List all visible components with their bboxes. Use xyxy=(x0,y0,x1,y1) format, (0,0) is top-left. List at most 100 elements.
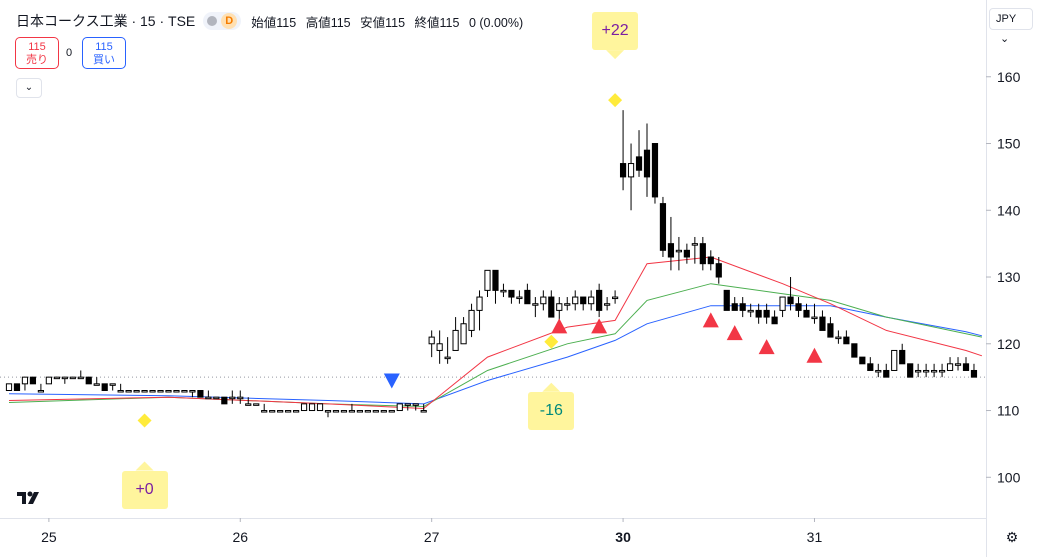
open-value: 始値115 xyxy=(251,15,297,30)
candle xyxy=(205,396,212,400)
candle xyxy=(109,383,116,386)
candle xyxy=(372,410,379,413)
candle xyxy=(635,156,643,171)
candle xyxy=(755,309,762,318)
candle xyxy=(970,369,978,378)
market-status-badge[interactable]: D xyxy=(203,12,242,30)
chart-header: 日本コークス工業 · 15 · TSE D 始値115 高値115 安値115 … xyxy=(16,11,529,31)
candle xyxy=(771,316,778,325)
candle xyxy=(643,149,651,178)
low-value: 安値115 xyxy=(360,15,406,30)
tradingview-logo[interactable] xyxy=(17,489,43,510)
candle xyxy=(29,376,37,385)
candle xyxy=(37,390,44,393)
candle xyxy=(293,410,300,413)
candle xyxy=(715,263,722,278)
candle xyxy=(596,289,603,311)
spread-value: 0 xyxy=(66,47,73,59)
candle xyxy=(356,410,363,413)
candle xyxy=(627,163,635,178)
candle xyxy=(923,369,930,373)
candle xyxy=(691,243,698,246)
candle xyxy=(883,369,890,378)
candle xyxy=(45,376,52,385)
status-dot-icon xyxy=(207,16,218,26)
candle xyxy=(907,363,914,378)
y-tick-label: 120 xyxy=(997,336,1021,352)
ma-red-line xyxy=(8,256,983,410)
callout-pointer xyxy=(606,50,625,60)
y-tick-label: 150 xyxy=(997,136,1021,152)
sell-signal-triangle xyxy=(806,347,823,363)
candle xyxy=(300,403,308,412)
sell-price: 115 xyxy=(28,41,46,53)
candle xyxy=(516,296,523,300)
buy-button[interactable]: 115 買い xyxy=(82,37,126,69)
candle xyxy=(723,289,730,311)
y-tick-label: 110 xyxy=(997,403,1020,419)
collapse-legend-button[interactable]: ⌄ xyxy=(16,78,42,98)
candle xyxy=(189,390,196,393)
candle xyxy=(524,289,531,305)
sell-signal-triangle xyxy=(551,318,568,334)
change-value: 0 (0.00%) xyxy=(468,15,524,30)
y-tick-label: 160 xyxy=(997,69,1021,85)
candle xyxy=(452,329,459,351)
candle xyxy=(221,396,228,405)
candle xyxy=(61,376,68,380)
candle xyxy=(548,296,555,318)
candle xyxy=(308,403,316,412)
candle xyxy=(396,403,403,412)
symbol-title[interactable]: 日本コークス工業 · 15 · TSE xyxy=(16,13,196,29)
candle xyxy=(165,390,172,393)
sell-signal-triangle xyxy=(702,312,719,328)
y-tick-label: 130 xyxy=(997,269,1021,285)
callout-pointer xyxy=(542,382,561,392)
candle xyxy=(580,296,587,305)
candle xyxy=(532,303,539,306)
callout-pointer xyxy=(135,461,154,471)
candle xyxy=(125,390,132,393)
candle xyxy=(827,323,834,338)
currency-selector[interactable]: JPY ⌄ xyxy=(989,8,1033,45)
candle xyxy=(588,296,595,305)
pnl-callout: -16 xyxy=(528,391,575,430)
candle xyxy=(237,396,244,400)
signal-diamond xyxy=(608,93,623,108)
chart-settings-icon[interactable]: ⚙ xyxy=(1005,529,1019,545)
candle xyxy=(604,303,611,306)
candle xyxy=(843,336,850,345)
candle xyxy=(117,390,124,393)
candle xyxy=(556,303,563,311)
candle xyxy=(364,410,371,413)
signal-diamond xyxy=(544,334,559,349)
candle xyxy=(819,316,826,331)
sell-signal-triangle xyxy=(591,318,608,334)
candle xyxy=(388,410,395,413)
candle xyxy=(891,349,898,371)
candle xyxy=(428,336,435,345)
sell-button[interactable]: 115 売り xyxy=(15,37,59,69)
candle xyxy=(21,376,29,385)
candle xyxy=(444,356,451,360)
candle xyxy=(261,410,268,413)
buy-signal-triangle xyxy=(383,373,400,389)
pnl-callout: +22 xyxy=(592,12,639,51)
candle xyxy=(500,289,507,293)
candle xyxy=(468,309,475,331)
x-tick-label: 27 xyxy=(424,529,440,545)
data-delay-badge: D xyxy=(221,13,238,29)
candle xyxy=(173,390,180,393)
candle xyxy=(269,410,276,413)
y-tick-label: 100 xyxy=(997,469,1021,485)
candle xyxy=(946,363,954,371)
candle xyxy=(316,403,324,412)
candle xyxy=(5,383,13,392)
candle xyxy=(667,243,675,258)
currency-label: JPY xyxy=(996,13,1016,25)
candle xyxy=(484,269,491,291)
candle xyxy=(707,256,714,265)
candle xyxy=(412,403,419,406)
tradingview-logo-icon xyxy=(17,491,39,504)
